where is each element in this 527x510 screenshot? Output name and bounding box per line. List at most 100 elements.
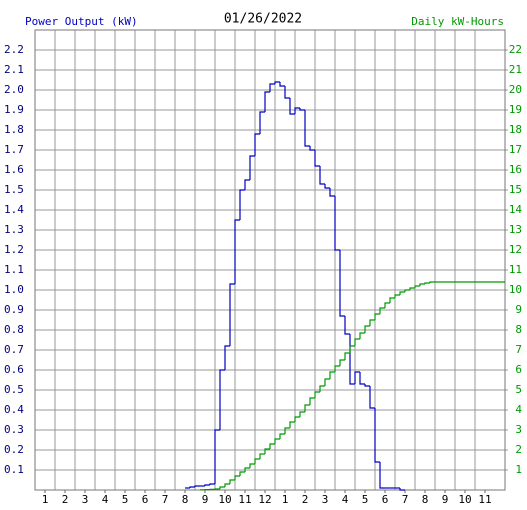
x-tick-label: 8 bbox=[182, 493, 189, 506]
step-segment bbox=[429, 281, 505, 283]
y-tick-label: 0.4 bbox=[4, 403, 24, 416]
step-segment bbox=[344, 316, 350, 335]
step-segment bbox=[244, 467, 250, 472]
y2-tick-label: 14 bbox=[509, 203, 523, 216]
x-tick-label: 12 bbox=[258, 493, 271, 506]
y2-tick-label: 10 bbox=[509, 283, 522, 296]
y2-tick-label: 1 bbox=[515, 463, 522, 476]
step-segment bbox=[304, 110, 310, 147]
y2-tick-label: 21 bbox=[509, 63, 522, 76]
step-segment bbox=[274, 81, 280, 84]
step-segment bbox=[279, 82, 285, 87]
step-segment bbox=[319, 385, 325, 392]
step-segment bbox=[259, 111, 265, 134]
y2-tick-label: 16 bbox=[509, 163, 522, 176]
step-segment bbox=[304, 404, 310, 412]
y-tick-label: 0.2 bbox=[4, 443, 24, 456]
x-tick-label: 7 bbox=[162, 493, 169, 506]
y2-tick-label: 4 bbox=[515, 403, 522, 416]
step-segment bbox=[279, 433, 285, 439]
y-tick-label: 1.5 bbox=[4, 183, 24, 196]
step-segment bbox=[299, 411, 305, 417]
step-segment bbox=[424, 282, 430, 284]
y2-tick-label: 7 bbox=[515, 343, 522, 356]
y-tick-label: 1.9 bbox=[4, 103, 24, 116]
y-tick-label: 0.9 bbox=[4, 303, 24, 316]
step-segment bbox=[239, 189, 245, 220]
step-segment bbox=[354, 338, 360, 346]
step-segment bbox=[369, 319, 375, 326]
y-tick-label: 1.1 bbox=[4, 263, 24, 276]
step-segment bbox=[284, 86, 290, 99]
step-segment bbox=[354, 371, 360, 384]
y-tick-label: 1.7 bbox=[4, 143, 24, 156]
step-segment bbox=[234, 475, 240, 480]
chart-title: 01/26/2022 bbox=[224, 12, 302, 27]
step-segment bbox=[399, 488, 405, 491]
step-segment bbox=[339, 359, 345, 366]
step-segment bbox=[289, 98, 295, 115]
y2-tick-label: 13 bbox=[509, 223, 522, 236]
step-segment bbox=[259, 453, 265, 459]
x-tick-label: 11 bbox=[478, 493, 491, 506]
step-segment bbox=[269, 83, 275, 92]
step-segment bbox=[254, 458, 260, 464]
y-tick-label: 1.0 bbox=[4, 283, 24, 296]
y-tick-label: 1.6 bbox=[4, 163, 24, 176]
y-tick-label: 1.3 bbox=[4, 223, 24, 236]
y2-tick-label: 3 bbox=[515, 423, 522, 436]
step-segment bbox=[204, 484, 210, 486]
x-tick-label: 3 bbox=[322, 493, 329, 506]
step-segment bbox=[289, 421, 295, 428]
y2-tick-label: 6 bbox=[515, 363, 522, 376]
step-segment bbox=[344, 352, 350, 360]
x-tick-label: 5 bbox=[362, 493, 369, 506]
step-segment bbox=[194, 485, 200, 487]
step-segment bbox=[324, 378, 330, 386]
x-tick-label: 3 bbox=[82, 493, 89, 506]
step-segment bbox=[364, 325, 370, 333]
step-segment bbox=[309, 397, 315, 405]
step-segment bbox=[214, 429, 220, 484]
step-segment bbox=[264, 91, 270, 112]
step-segment bbox=[419, 283, 425, 286]
step-segment bbox=[374, 313, 380, 320]
step-segment bbox=[229, 283, 235, 346]
y-tick-label: 2.1 bbox=[4, 63, 24, 76]
y2-tick-label: 12 bbox=[509, 243, 522, 256]
step-segment bbox=[294, 107, 300, 114]
y-axis-label: Power Output (kW) bbox=[25, 15, 138, 28]
step-segment bbox=[374, 408, 380, 463]
y-tick-label: 2.2 bbox=[4, 43, 24, 56]
step-segment bbox=[364, 384, 370, 387]
y-tick-label: 1.2 bbox=[4, 243, 24, 256]
step-segment bbox=[359, 372, 365, 385]
y2-tick-label: 11 bbox=[509, 263, 522, 276]
y-tick-label: 1.8 bbox=[4, 123, 24, 136]
y2-tick-label: 9 bbox=[515, 303, 522, 316]
plot-frame bbox=[34, 29, 506, 491]
y2-tick-label: 8 bbox=[515, 323, 522, 336]
step-segment bbox=[254, 133, 260, 156]
step-segment bbox=[359, 332, 365, 339]
step-segment bbox=[264, 448, 270, 454]
y-tick-label: 0.5 bbox=[4, 383, 24, 396]
x-tick-label: 2 bbox=[302, 493, 309, 506]
x-tick-label: 9 bbox=[202, 493, 209, 506]
x-tick-label: 5 bbox=[122, 493, 129, 506]
step-segment bbox=[349, 345, 355, 353]
y-tick-label: 0.6 bbox=[4, 363, 24, 376]
y2-tick-label: 2 bbox=[515, 443, 522, 456]
x-tick-label: 4 bbox=[342, 493, 349, 506]
y-tick-label: 0.3 bbox=[4, 423, 24, 436]
step-segment bbox=[274, 438, 280, 444]
y-tick-label: 1.4 bbox=[4, 203, 24, 216]
x-tick-label: 10 bbox=[218, 493, 231, 506]
x-tick-label: 11 bbox=[238, 493, 251, 506]
step-segment bbox=[294, 416, 300, 422]
x-tick-label: 8 bbox=[422, 493, 429, 506]
step-segment bbox=[379, 307, 385, 314]
step-segment bbox=[414, 285, 420, 288]
